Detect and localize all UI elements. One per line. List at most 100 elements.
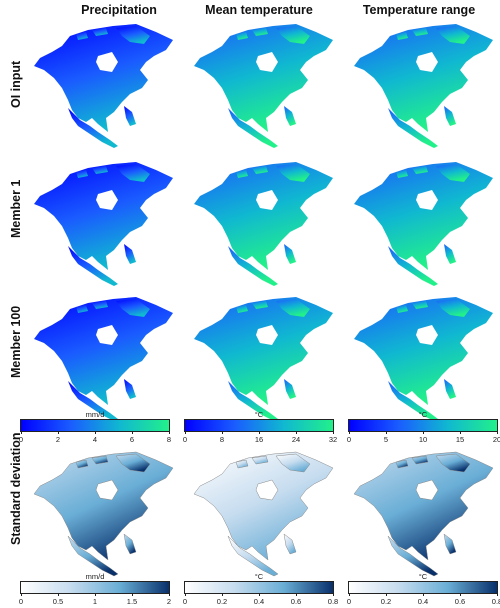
landmass-part (388, 108, 438, 148)
map-precipitation-member-1 (28, 160, 178, 288)
hudson-bay (415, 479, 439, 501)
north-america-landmass (354, 162, 493, 270)
landmass-part (76, 32, 88, 40)
landmass-part (435, 453, 471, 473)
map-temperature-range-member-100 (348, 295, 498, 423)
colorbar-mean-temperature-range: °C 0 5 10 15 20 (347, 410, 500, 444)
colorbar-tick-label: 0.8 (327, 597, 339, 606)
landmass-part (276, 26, 310, 44)
colorbar-tick (296, 593, 297, 596)
north-america-landmass (354, 24, 493, 132)
landmass-part (396, 170, 408, 178)
colorbar-unit: °C (418, 410, 428, 419)
landmass-part (388, 246, 438, 286)
colorbar-tick (423, 593, 424, 596)
map-mean-temperature-member-1 (188, 160, 338, 288)
colorbar-tick (222, 431, 223, 434)
colorbar-tick-label: 0.5 (52, 597, 64, 606)
landmass-part (284, 106, 296, 126)
colorbar-tick (460, 431, 461, 434)
landmass-part (443, 533, 457, 555)
map-mean-temperature-oi-input (188, 22, 338, 150)
landmass-part (436, 164, 470, 182)
landmass-part (92, 301, 108, 309)
north-america-landmass (194, 297, 333, 405)
north-america-landmass (34, 162, 173, 270)
landmass-part (275, 453, 311, 473)
landmass-part (252, 166, 268, 174)
colorbar-tick-label: 8 (219, 435, 225, 444)
north-america-landmass (34, 24, 173, 132)
landmass-part (236, 170, 248, 178)
landmass-part (251, 455, 269, 465)
landmass-part (76, 170, 88, 178)
map-mean-temperature-member-100 (188, 295, 338, 423)
hudson-bay (416, 325, 438, 345)
colorbar-tick (333, 431, 334, 434)
landmass-part (228, 246, 278, 286)
colorbar-tick (95, 593, 96, 596)
north-america-landmass (33, 451, 174, 561)
landmass-part (124, 244, 136, 264)
landmass-part (388, 381, 438, 421)
landmass-part (412, 28, 428, 36)
landmass-part (444, 106, 456, 126)
landmass-part (284, 244, 296, 264)
colorbar-tick-label: 10 (418, 435, 428, 444)
colorbar-tick-label: 32 (328, 435, 338, 444)
landmass-part (444, 244, 456, 264)
hudson-bay (256, 190, 278, 210)
colorbar-tick (169, 431, 170, 434)
north-america-landmass (193, 451, 334, 561)
hudson-bay (256, 325, 278, 345)
landmass-part (396, 305, 408, 313)
landmass-part (124, 379, 136, 399)
landmass-part (68, 108, 118, 148)
hudson-bay (96, 190, 118, 210)
landmass-part (436, 299, 470, 317)
colorbar-tick-label: 0.2 (216, 597, 228, 606)
landmass-part (92, 28, 108, 36)
landmass-part (276, 164, 310, 182)
colorbar-tick (58, 431, 59, 434)
colorbar-tick-label: 0.8 (491, 597, 500, 606)
colorbar-tick (349, 593, 350, 596)
hudson-bay (96, 325, 118, 345)
row-title-member-1: Member 1 (9, 179, 23, 238)
landmass-part (92, 166, 108, 174)
landmass-part (91, 455, 109, 465)
landmass-part (115, 453, 151, 473)
colorbar-mean-mean-temperature: °C 0 8 16 24 32 (183, 410, 338, 444)
landmass-part (76, 305, 88, 313)
colorbar-tick (58, 593, 59, 596)
colorbar-tick-label: 5 (383, 435, 389, 444)
landmass-part (68, 381, 118, 421)
landmass-part (228, 108, 278, 148)
colorbar-tick (132, 593, 133, 596)
column-title-temperature-range: Temperature range (362, 3, 476, 17)
colorbar-tick (386, 593, 387, 596)
column-title-precipitation: Precipitation (81, 3, 157, 17)
landmass-part (67, 535, 119, 577)
map-precipitation-standard-deviation (28, 450, 178, 578)
landmass-part (236, 32, 248, 40)
colorbar-tick-label: 0.6 (290, 597, 302, 606)
map-mean-temperature-standard-deviation (188, 450, 338, 578)
landmass-part (276, 299, 310, 317)
landmass-part (396, 32, 408, 40)
colorbar-tick (95, 431, 96, 434)
colorbar-tick (296, 431, 297, 434)
landmass-part (252, 28, 268, 36)
colorbar-tick-label: 0.6 (454, 597, 466, 606)
colorbar-tick-label: 0 (182, 597, 188, 606)
colorbar-tick (259, 431, 260, 434)
row-title-member-100: Member 100 (9, 305, 23, 378)
landmass-part (283, 533, 297, 555)
landmass-part (228, 381, 278, 421)
colorbar-tick (222, 593, 223, 596)
hudson-bay (256, 52, 278, 72)
colorbar-tick-label: 4 (92, 435, 98, 444)
colorbar-tick (132, 431, 133, 434)
colorbar-sd-precipitation: mm/d 0 0.5 1 1.5 2 (19, 572, 171, 606)
landmass-part (412, 166, 428, 174)
